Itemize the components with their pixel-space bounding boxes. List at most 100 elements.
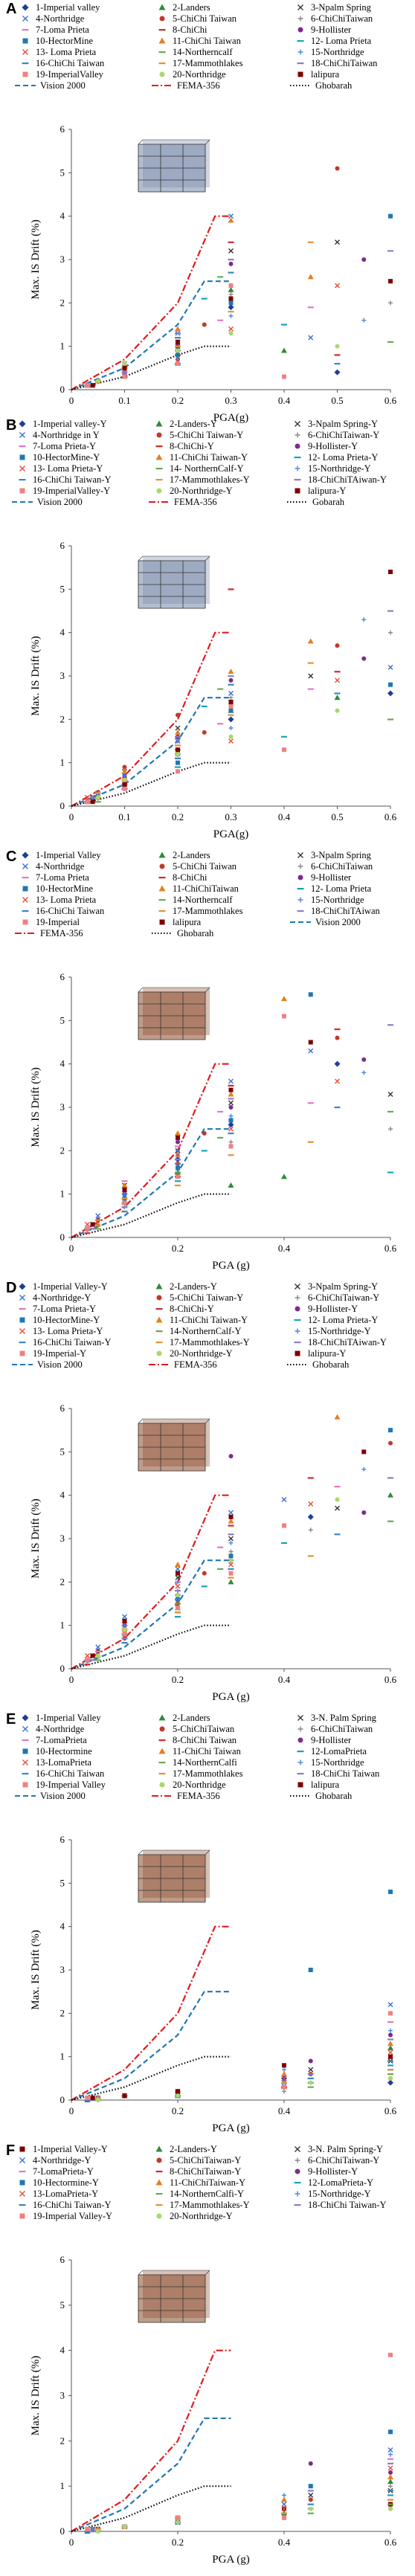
legend-label: 18-ChiChiTaiwan [311, 58, 378, 68]
data-point [387, 2069, 393, 2071]
legend: 1-Imperial Valley 2-Landers 3-N. Palm Spri… [15, 1713, 380, 1801]
legend-item: Vision 2000 [12, 1359, 83, 1370]
data-point [308, 335, 314, 341]
panel-label: F [6, 2142, 15, 2159]
legend-marker [19, 2146, 25, 2152]
data-point [387, 2045, 393, 2050]
y-tick-label: 5 [60, 583, 65, 594]
data-point [361, 1070, 367, 1075]
data-point [89, 2531, 96, 2533]
legend-item: 6-ChiChiTaiwan [297, 13, 373, 24]
data-point [281, 2071, 287, 2076]
data-point [308, 1501, 314, 1507]
data-series [94, 304, 341, 384]
data-point [176, 2093, 180, 2099]
legend-item: 7-LomaPrieta-Y [19, 2166, 94, 2177]
legend-item: 6-ChiChiTaiwan-Y [295, 2155, 379, 2166]
data-point [387, 2038, 393, 2041]
legend-item: 14-NorthernCalf-Y [155, 1326, 242, 1336]
legend-marker [295, 443, 300, 449]
legend-label: 17-Mammothlakes [173, 58, 243, 68]
legend-label: 3-Npalm Spring-Y [308, 1281, 378, 1292]
plot-area: 0 0.2 0.4 0.6 0 1 2 3 4 5 6 PGA (g) Max. IS Drift (%… [30, 1403, 397, 1703]
data-point [387, 1492, 393, 1498]
plot-area: 0 0.2 0.4 0.6 0 1 2 3 4 5 6 PGA (g) Max. IS Drift (%… [30, 1834, 397, 2134]
legend-marker [297, 71, 303, 77]
data-point [90, 1653, 95, 1658]
legend-marker [155, 445, 163, 448]
legend-item: 18-ChiChi Taiwan-Y [294, 2200, 386, 2210]
data-series [94, 1110, 393, 1230]
legend-item: 14-NorthernCalfi [158, 1757, 237, 1768]
data-point [175, 1152, 181, 1158]
x-tick-label: 0.5 [331, 395, 343, 406]
data-point [281, 1497, 287, 1502]
data-series [89, 1542, 287, 1661]
data-point [307, 2512, 314, 2514]
data-point [387, 2073, 393, 2076]
data-point [387, 2503, 393, 2505]
data-point [361, 257, 367, 262]
data-point [308, 2067, 314, 2073]
legend-label: 16-ChiChi Taiwan-Y [33, 474, 111, 485]
data-point [95, 2098, 100, 2102]
legend-item: FEMA-356 [149, 497, 217, 507]
data-point [228, 1078, 234, 1084]
legend-item: lalipura-Y [295, 486, 346, 496]
legend-item: 3-N. Palm Spring-Y [295, 2144, 383, 2154]
legend-label: 17-Mammothlakes [173, 906, 243, 916]
legend-marker [19, 1350, 25, 1356]
legend-label: 7-LomaPrieta-Y [33, 2166, 94, 2177]
legend-item: 11-ChiChi Taiwan-Y [155, 452, 248, 463]
x-axis-title: PGA (g) [212, 1260, 249, 1272]
x-tick-label: 0.2 [172, 2537, 184, 2548]
data-point [176, 348, 180, 353]
y-axis-title: Max. IS Drift (%) [30, 2356, 42, 2435]
data-point [121, 1638, 128, 1640]
data-point [228, 1105, 234, 1110]
legend-item: 16-ChiChi Taiwan-Y [19, 2200, 111, 2210]
legend-marker [297, 1782, 303, 1788]
legend-label: Vision 2000 [40, 80, 86, 91]
legend-item: lalipura [297, 1780, 340, 1790]
legend-label: 11-ChiChiTaiwan [173, 883, 239, 894]
legend-marker [155, 2193, 163, 2195]
legend-label: 8-ChiChi-Y [170, 1304, 214, 1314]
legend-item: 19-Imperial [22, 917, 80, 927]
data-point [307, 638, 314, 644]
data-point [228, 213, 234, 219]
legend-marker [22, 863, 28, 869]
building-model-image [138, 556, 210, 609]
data-series [85, 166, 340, 388]
legend-label: 3-Npalm Spring-Y [308, 419, 378, 429]
data-point [122, 782, 127, 787]
data-point [228, 1518, 234, 1524]
data-point [335, 283, 340, 289]
legend-item: 19-Imperial Valley-Y [19, 2211, 112, 2221]
data-point [307, 2490, 314, 2492]
legend-item: Ghobarah [152, 928, 214, 938]
data-point [228, 1091, 234, 1097]
legend-item: 5-ChiChiTaiwan-Y [156, 2155, 241, 2166]
data-point [388, 2430, 393, 2435]
limit-line [71, 2485, 231, 2533]
data-point [308, 2492, 314, 2498]
legend-item: 19-ImperialValley [22, 69, 104, 80]
legend-item: 4-Northridge in Y [19, 430, 100, 440]
legend-marker [22, 1759, 28, 1765]
legend-marker [294, 1319, 301, 1321]
legend-item: FEMA-356 [149, 1359, 217, 1370]
y-tick-label: 2 [60, 713, 65, 724]
data-series [85, 1440, 393, 1663]
data-point [388, 2028, 393, 2033]
data-point [228, 683, 234, 686]
limit-line [71, 2417, 231, 2533]
legend-label: 12- Loma Prieta [311, 36, 372, 46]
legend-marker [22, 62, 29, 65]
data-point [122, 1632, 127, 1637]
y-tick-label: 6 [60, 540, 65, 551]
data-series [95, 1527, 313, 1658]
legend-item: 18-ChiChi Taiwan [297, 1768, 380, 1779]
data-point [282, 374, 286, 379]
legend-item: 9-Hollister-Y [295, 441, 358, 451]
